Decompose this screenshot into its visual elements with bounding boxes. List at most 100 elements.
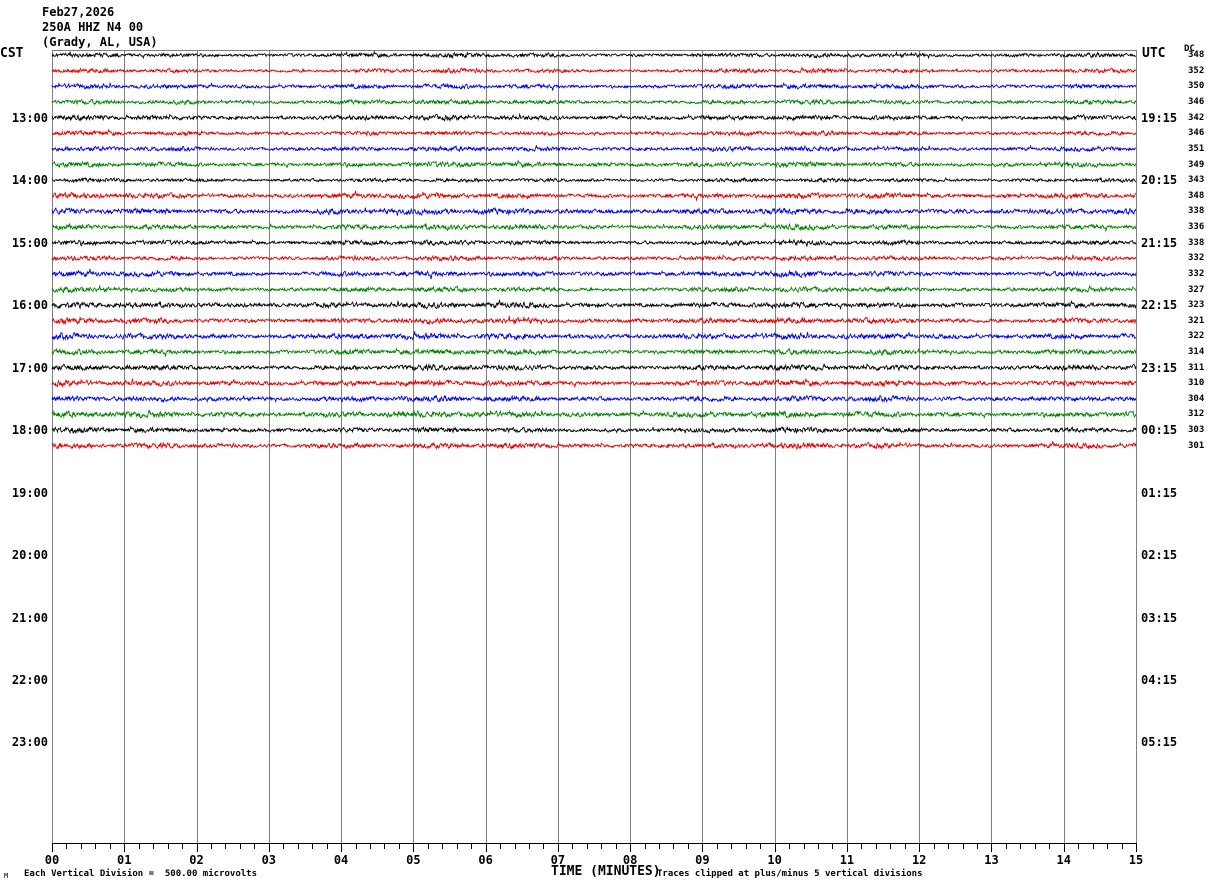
footer-tiny-mark: M xyxy=(4,872,9,880)
x-tick-label-11: 11 xyxy=(839,853,855,867)
right-time-label-0415: 04:15 xyxy=(1141,673,1178,687)
dc-value-18: 322 xyxy=(1188,331,1205,342)
dc-value-9: 348 xyxy=(1188,190,1205,201)
trace-14 xyxy=(51,268,1137,280)
dc-value-14: 332 xyxy=(1188,268,1205,279)
x-tick-major-14 xyxy=(1063,843,1065,852)
x-tick-minor xyxy=(543,843,545,849)
x-tick-minor xyxy=(745,843,747,849)
x-tick-label-15: 15 xyxy=(1128,853,1144,867)
x-tick-minor xyxy=(731,843,733,849)
x-tick-minor xyxy=(355,843,357,849)
x-tick-label-02: 02 xyxy=(189,853,204,867)
x-tick-minor xyxy=(803,843,805,849)
trace-4 xyxy=(51,112,1137,122)
right-time-label-2215: 22:15 xyxy=(1141,298,1178,313)
x-tick-major-8 xyxy=(630,843,632,852)
gridline-minute-12 xyxy=(919,50,921,843)
header-location: (Grady, AL, USA) xyxy=(42,35,158,49)
gridline-minute-4 xyxy=(341,50,343,843)
x-tick-major-2 xyxy=(196,843,198,852)
dc-value-21: 310 xyxy=(1188,378,1205,389)
trace-25 xyxy=(51,440,1137,451)
gridline-minute-8 xyxy=(630,50,632,843)
x-tick-major-5 xyxy=(413,843,415,852)
x-tick-label-06: 06 xyxy=(478,853,493,867)
x-tick-minor xyxy=(1078,843,1080,849)
x-tick-minor xyxy=(500,843,502,849)
x-tick-minor xyxy=(514,843,516,849)
x-tick-minor xyxy=(138,843,140,849)
dc-column-header: DC xyxy=(1184,44,1195,54)
x-tick-minor xyxy=(471,843,473,849)
footer-clip-note: Traces clipped at plus/minus 5 vertical … xyxy=(657,869,923,879)
left-time-label-2200: 22:00 xyxy=(11,673,48,687)
x-tick-major-6 xyxy=(485,843,487,852)
x-tick-minor xyxy=(948,843,950,849)
x-tick-major-10 xyxy=(774,843,776,852)
x-tick-minor xyxy=(384,843,386,849)
x-tick-minor xyxy=(601,843,603,849)
trace-5 xyxy=(51,128,1137,138)
x-tick-minor xyxy=(586,843,588,849)
dc-value-11: 336 xyxy=(1188,222,1205,233)
x-tick-minor xyxy=(167,843,169,849)
x-tick-major-12 xyxy=(919,843,921,852)
trace-1 xyxy=(51,66,1137,75)
x-tick-major-3 xyxy=(268,843,270,852)
x-tick-minor xyxy=(442,843,444,849)
plot-border-right xyxy=(1136,50,1137,843)
x-tick-major-4 xyxy=(341,843,343,852)
x-tick-label-07: 07 xyxy=(550,853,566,867)
right-time-label-0315: 03:15 xyxy=(1141,610,1178,625)
dc-value-10: 338 xyxy=(1188,206,1205,217)
right-time-label-0515: 05:15 xyxy=(1141,735,1178,750)
trace-12 xyxy=(51,238,1137,247)
right-time-label-0115: 01:15 xyxy=(1141,485,1178,500)
x-tick-minor xyxy=(66,843,68,849)
left-time-label-1400: 14:00 xyxy=(11,173,48,188)
x-tick-major-13 xyxy=(991,843,993,852)
x-tick-minor xyxy=(933,843,935,849)
dc-value-23: 312 xyxy=(1188,409,1205,420)
x-tick-minor xyxy=(225,843,227,849)
x-tick-minor xyxy=(239,843,241,849)
dc-value-3: 346 xyxy=(1188,97,1205,108)
x-tick-minor xyxy=(615,843,617,849)
x-tick-minor xyxy=(875,843,877,849)
right-time-label-0215: 02:15 xyxy=(1141,548,1178,563)
x-tick-minor xyxy=(716,843,718,849)
x-tick-minor xyxy=(890,843,892,849)
x-tick-minor xyxy=(182,843,184,849)
trace-15 xyxy=(51,285,1137,294)
dc-value-19: 314 xyxy=(1188,346,1205,357)
x-tick-minor xyxy=(673,843,675,849)
dc-value-5: 346 xyxy=(1188,128,1205,139)
x-tick-minor xyxy=(398,843,400,849)
trace-21 xyxy=(51,377,1137,389)
trace-19 xyxy=(51,347,1137,357)
right-time-label-1915: 19:15 xyxy=(1141,110,1178,125)
trace-2 xyxy=(51,81,1137,92)
right-time-label-2315: 23:15 xyxy=(1141,360,1178,375)
x-tick-minor xyxy=(659,843,661,849)
dc-value-24: 303 xyxy=(1188,425,1205,436)
gridline-minute-1 xyxy=(124,50,126,843)
x-tick-minor xyxy=(904,843,906,849)
x-tick-minor xyxy=(109,843,111,849)
x-tick-label-00: 00 xyxy=(44,853,60,867)
trace-13 xyxy=(51,253,1137,263)
dc-value-25: 301 xyxy=(1188,440,1205,451)
trace-8 xyxy=(51,176,1137,184)
right-time-label-0015: 00:15 xyxy=(1141,423,1178,438)
right-time-label-2115: 21:15 xyxy=(1141,235,1178,250)
gridline-minute-7 xyxy=(557,50,559,843)
right-time-label-2015: 20:15 xyxy=(1141,173,1178,188)
dc-value-17: 321 xyxy=(1188,315,1205,326)
x-axis-title: TIME (MINUTES) xyxy=(551,864,661,879)
x-tick-label-09: 09 xyxy=(695,853,710,867)
trace-18 xyxy=(51,331,1137,341)
dc-value-15: 327 xyxy=(1188,284,1205,295)
x-tick-minor xyxy=(283,843,285,849)
